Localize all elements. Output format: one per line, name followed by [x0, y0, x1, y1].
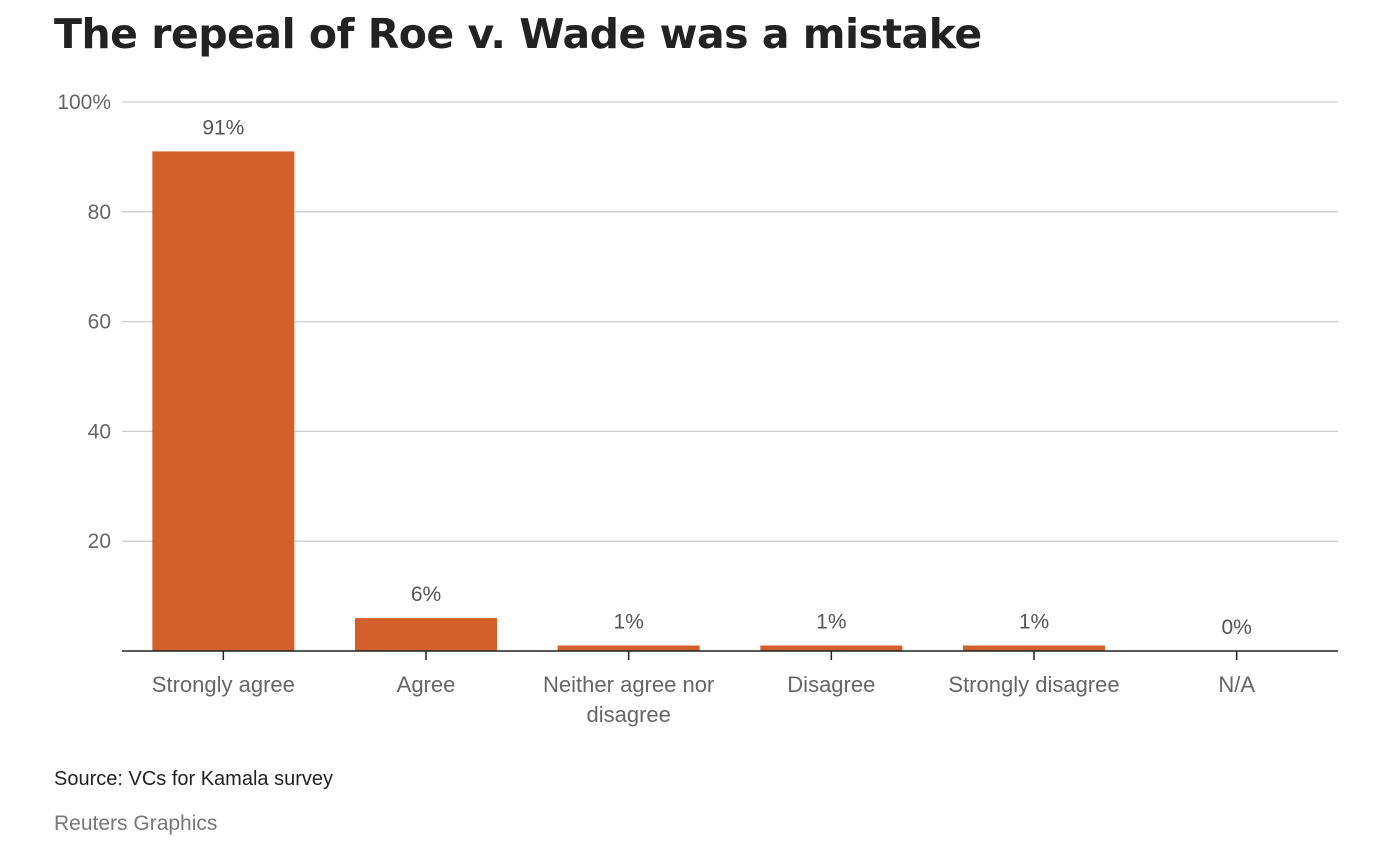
data-label: 1%	[613, 611, 643, 634]
data-label: 1%	[1019, 611, 1049, 634]
data-labels: 91% 6% 1% 1% 1% 0%	[202, 116, 1252, 639]
data-label: 0%	[1221, 616, 1251, 639]
bar	[557, 645, 700, 651]
source-note: Source: VCs for Kamala survey	[54, 768, 333, 790]
bar	[760, 645, 903, 651]
data-label: 1%	[816, 611, 846, 634]
y-tick-label: 100%	[57, 91, 111, 114]
data-label: 91%	[202, 116, 244, 139]
x-tick-label: N/A	[1218, 672, 1255, 697]
y-tick-label: 80	[88, 201, 111, 224]
x-tick-label: Disagree	[787, 672, 875, 697]
x-tick-label: Neither agree nor	[543, 672, 714, 697]
bars	[152, 151, 1105, 651]
gridlines	[122, 101, 1338, 542]
bar-chart: 20 40 60 80 100% 91% 6% 1% 1% 1% 0% Strongly agre…	[57, 91, 1338, 727]
chart-title: The repeal of Roe v. Wade was a mistake	[54, 10, 982, 58]
y-tick-label: 20	[88, 530, 111, 553]
category-labels: Strongly agree Agree Neither agree nor disa…	[152, 672, 1256, 727]
y-tick-label: 40	[88, 420, 111, 443]
data-label: 6%	[411, 583, 441, 606]
y-axis-ticks: 20 40 60 80 100%	[57, 91, 111, 553]
x-tick-label: disagree	[586, 702, 670, 727]
x-tick-label: Strongly disagree	[948, 672, 1119, 697]
credit-note: Reuters Graphics	[54, 812, 218, 835]
x-tick-label: Strongly agree	[152, 672, 295, 697]
bar	[355, 618, 497, 651]
bar	[963, 645, 1105, 651]
y-tick-label: 60	[88, 311, 111, 334]
x-axis	[122, 650, 1338, 660]
bar	[152, 151, 295, 651]
x-tick-label: Agree	[397, 672, 456, 697]
